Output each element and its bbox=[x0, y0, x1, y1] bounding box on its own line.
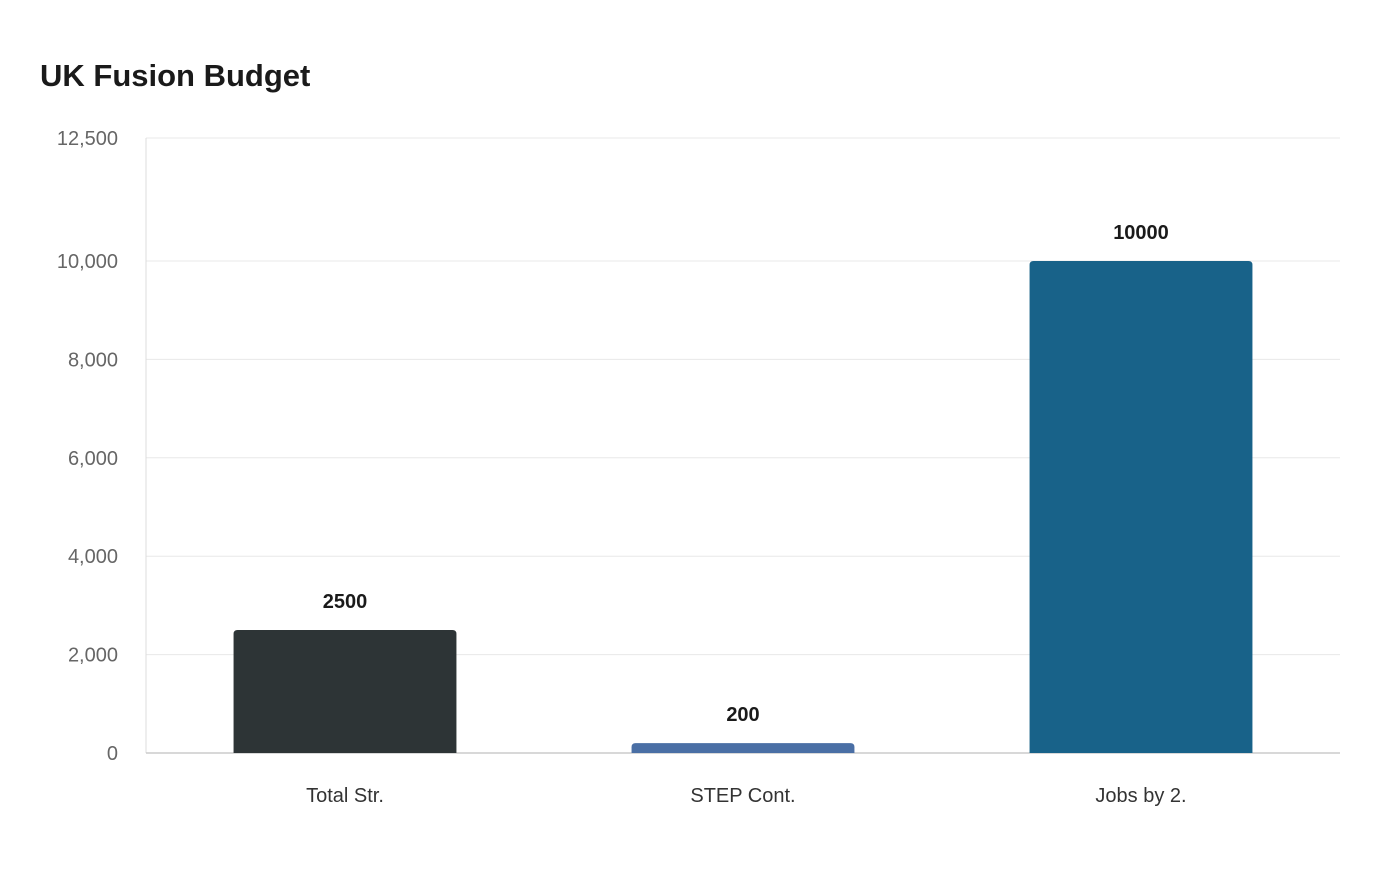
category-label-2: Jobs by 2. bbox=[1095, 785, 1186, 807]
y-tick-label: 2,000 bbox=[68, 645, 118, 667]
category-label-0: Total Str. bbox=[306, 785, 384, 807]
bar-0 bbox=[233, 630, 457, 753]
bar-2 bbox=[1029, 261, 1253, 753]
y-tick-label: 10,000 bbox=[57, 251, 118, 273]
y-tick-label: 4,000 bbox=[68, 546, 118, 568]
data-label-2: 10000 bbox=[1113, 222, 1169, 244]
bars bbox=[233, 261, 1253, 753]
y-tick-labels: 0 2,000 4,000 6,000 8,000 10,000 12,500 bbox=[57, 128, 118, 765]
category-label-1: STEP Cont. bbox=[690, 785, 795, 807]
y-tick-label: 0 bbox=[107, 743, 118, 765]
category-labels: Total Str. STEP Cont. Jobs by 2. bbox=[306, 785, 1186, 807]
data-label-0: 2500 bbox=[323, 591, 368, 613]
y-tick-label: 12,500 bbox=[57, 128, 118, 150]
data-labels: 2500 200 10000 bbox=[323, 222, 1169, 726]
chart-title: UK Fusion Budget bbox=[40, 58, 311, 93]
y-tick-label: 8,000 bbox=[68, 349, 118, 371]
data-label-1: 200 bbox=[726, 704, 759, 726]
y-tick-label: 6,000 bbox=[68, 448, 118, 470]
bar-1 bbox=[631, 743, 855, 753]
